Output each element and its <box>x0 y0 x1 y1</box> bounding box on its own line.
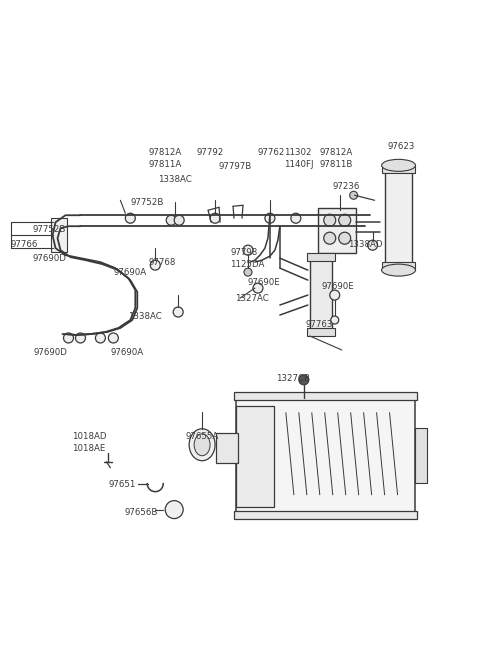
Circle shape <box>174 215 184 225</box>
Circle shape <box>324 233 336 244</box>
Text: 97812A: 97812A <box>320 149 353 157</box>
Text: 97236: 97236 <box>333 182 360 191</box>
Bar <box>234 511 418 519</box>
Circle shape <box>63 333 73 343</box>
Text: 1327CB: 1327CB <box>276 374 310 383</box>
Text: 97651: 97651 <box>108 479 136 489</box>
Circle shape <box>331 210 341 220</box>
Bar <box>234 392 418 400</box>
Circle shape <box>299 375 309 385</box>
Text: 1338AC: 1338AC <box>128 312 162 321</box>
Circle shape <box>96 333 106 343</box>
Bar <box>384 168 412 268</box>
Bar <box>216 433 238 462</box>
Circle shape <box>350 191 358 199</box>
Text: 97766: 97766 <box>11 240 38 249</box>
Circle shape <box>330 290 340 300</box>
Text: 1018AE: 1018AE <box>72 443 106 453</box>
Text: 97797B: 97797B <box>218 162 252 172</box>
Ellipse shape <box>382 264 416 276</box>
Circle shape <box>125 214 135 223</box>
Circle shape <box>331 316 339 324</box>
Circle shape <box>339 214 351 226</box>
Ellipse shape <box>189 429 215 460</box>
Text: 97811B: 97811B <box>320 160 353 170</box>
Circle shape <box>339 233 351 244</box>
Circle shape <box>291 214 301 223</box>
Circle shape <box>166 215 176 225</box>
Text: 97690E: 97690E <box>248 278 281 287</box>
Text: 97768: 97768 <box>148 258 176 267</box>
Bar <box>236 398 416 513</box>
Text: 97656B: 97656B <box>124 508 158 517</box>
Bar <box>307 328 335 336</box>
Circle shape <box>265 214 275 223</box>
Bar <box>50 218 67 252</box>
Text: 97752B: 97752B <box>130 198 164 207</box>
Bar <box>382 165 416 174</box>
Text: 1125DA: 1125DA <box>230 260 264 269</box>
Ellipse shape <box>194 434 210 456</box>
Circle shape <box>173 307 183 317</box>
Text: 97690D: 97690D <box>34 348 68 357</box>
Circle shape <box>150 260 160 270</box>
Text: 1327AC: 1327AC <box>235 294 269 303</box>
Circle shape <box>165 500 183 519</box>
Circle shape <box>368 240 378 250</box>
Text: 97655A: 97655A <box>185 432 218 441</box>
Text: 97763: 97763 <box>306 320 333 329</box>
Circle shape <box>340 210 350 220</box>
Circle shape <box>210 214 220 223</box>
Text: 97690D: 97690D <box>33 254 66 263</box>
Text: 1018AD: 1018AD <box>72 432 107 441</box>
Text: 97792: 97792 <box>196 149 223 157</box>
Text: 1338AD: 1338AD <box>348 240 382 249</box>
Circle shape <box>75 333 85 343</box>
Text: 1140FJ: 1140FJ <box>284 160 313 170</box>
Text: 97690E: 97690E <box>322 282 355 291</box>
Bar <box>310 258 332 330</box>
Text: 97812A: 97812A <box>148 149 181 157</box>
Bar <box>416 428 428 483</box>
Text: 11302: 11302 <box>284 149 312 157</box>
Text: 97811A: 97811A <box>148 160 181 170</box>
Bar <box>236 406 274 506</box>
Circle shape <box>243 245 253 255</box>
Text: 97762: 97762 <box>258 149 285 157</box>
Text: 97690A: 97690A <box>113 268 146 277</box>
Text: 97690A: 97690A <box>110 348 144 357</box>
Bar <box>318 208 356 253</box>
Circle shape <box>244 268 252 276</box>
Bar <box>307 253 335 261</box>
Text: 97623: 97623 <box>387 142 415 151</box>
Ellipse shape <box>382 159 416 172</box>
Circle shape <box>324 214 336 226</box>
Text: 97752B: 97752B <box>33 225 66 234</box>
Circle shape <box>108 333 119 343</box>
Text: 1338AC: 1338AC <box>158 176 192 184</box>
Circle shape <box>253 283 263 293</box>
Text: 97798: 97798 <box>230 248 257 257</box>
Bar <box>382 262 416 270</box>
